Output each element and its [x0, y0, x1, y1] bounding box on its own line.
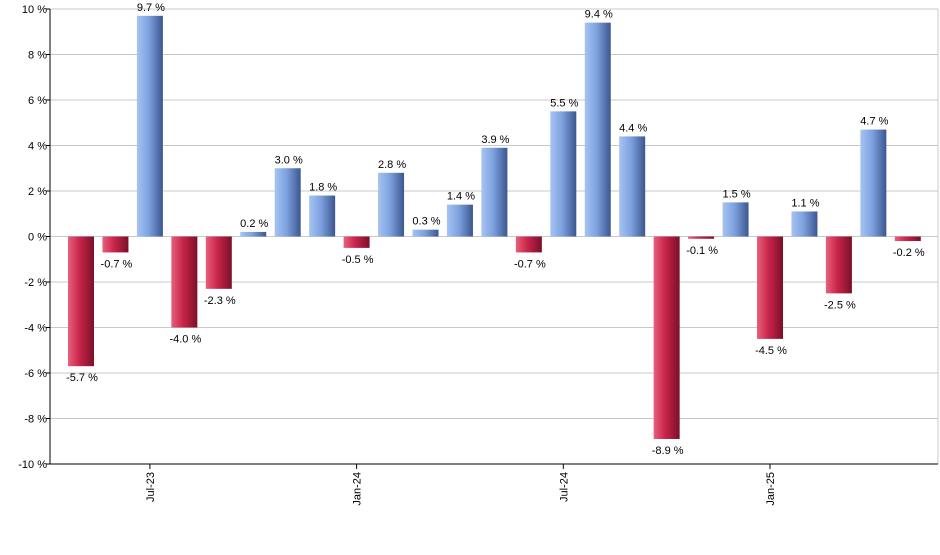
bar	[171, 236, 198, 328]
bar-value-label: -0.1 %	[686, 245, 718, 257]
bar-value-label: 4.7 %	[860, 116, 888, 128]
bar-value-label: 5.5 %	[550, 97, 578, 109]
bar	[240, 231, 267, 237]
y-tick-label: -10 %	[18, 459, 47, 471]
bar-value-label: -0.7 %	[101, 258, 133, 270]
bar-value-label: 2.8 %	[378, 159, 406, 171]
bar	[825, 236, 852, 294]
bar-value-label: 1.1 %	[791, 197, 819, 209]
bar-value-label: 9.4 %	[585, 9, 613, 21]
bar	[860, 129, 887, 237]
bar-value-label: -0.5 %	[342, 254, 374, 266]
y-tick-label: 8 %	[28, 50, 47, 62]
bar-value-label: 0.3 %	[412, 216, 440, 228]
bar	[653, 236, 680, 439]
bar-value-label: 3.0 %	[275, 154, 303, 166]
y-tick-label: 10 %	[22, 4, 47, 16]
bar-value-label: 1.4 %	[447, 191, 475, 203]
bar	[205, 236, 232, 289]
bar	[378, 172, 405, 237]
bar-value-label: -2.5 %	[824, 299, 856, 311]
bar	[343, 236, 370, 248]
bar-value-label: -4.0 %	[169, 334, 201, 346]
bar	[688, 236, 715, 239]
bar	[757, 236, 783, 339]
y-tick-label: -8 %	[24, 414, 47, 426]
bar	[515, 236, 542, 253]
bar-value-label: -5.7 %	[66, 372, 98, 384]
bars	[68, 15, 921, 439]
bar	[722, 202, 749, 237]
bar	[481, 147, 508, 237]
bar	[791, 211, 818, 237]
data-labels: -5.7 % -0.7 % 9.7 % -4.0 % -2.3 % 0.2 % 3.0 % 1…	[66, 2, 925, 457]
y-tick-label: 4 %	[28, 141, 47, 153]
bar	[102, 236, 129, 253]
bar	[446, 204, 473, 237]
bar	[550, 111, 577, 237]
bar-value-label: -0.7 %	[514, 258, 546, 270]
bar	[894, 236, 921, 242]
y-tick-label: 0 %	[28, 232, 47, 244]
x-tick-label: Jul-24	[558, 472, 570, 502]
bar-value-label: 1.8 %	[309, 182, 337, 194]
axes: 10 % 8 % 6 % 4 % 2 % 0 % -2 % -4 % -6 % -8 % -10 %…	[18, 4, 938, 506]
y-tick-label: 6 %	[28, 95, 47, 107]
bar	[274, 168, 301, 237]
bar-value-label: 1.5 %	[722, 188, 750, 200]
bar-value-label: 3.9 %	[481, 134, 509, 146]
bar-value-label: -0.2 %	[893, 247, 925, 259]
y-tick-label: -2 %	[24, 277, 47, 289]
bar	[136, 15, 163, 237]
x-tick-label: Jan-24	[352, 472, 364, 506]
bar-value-label: -4.5 %	[755, 345, 787, 357]
bar	[68, 236, 94, 367]
bar-value-label: -2.3 %	[204, 295, 236, 307]
bar-value-label: 0.2 %	[240, 218, 268, 230]
bar	[309, 195, 336, 237]
bar	[584, 22, 611, 237]
x-tick-label: Jan-25	[765, 472, 777, 506]
bar	[412, 229, 439, 237]
bar-value-label: 9.7 %	[137, 2, 165, 14]
y-tick-label: -4 %	[24, 323, 47, 335]
bar-value-label: -8.9 %	[652, 445, 684, 457]
x-tick-label: Jul-23	[145, 472, 157, 502]
bar	[619, 136, 646, 237]
y-tick-label: 2 %	[28, 186, 47, 198]
y-tick-label: -6 %	[24, 368, 47, 380]
bar-value-label: 4.4 %	[619, 122, 647, 134]
